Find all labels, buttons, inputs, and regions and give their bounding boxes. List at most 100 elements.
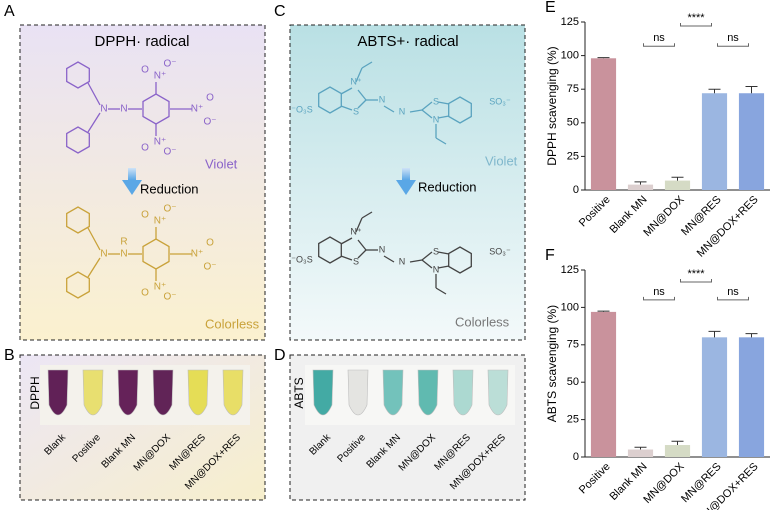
tube (47, 369, 69, 416)
atom-label: SO₃⁻ (489, 96, 511, 106)
atom-label: N (100, 249, 107, 260)
bond (361, 211, 373, 219)
tube (417, 369, 439, 416)
significance-bracket (717, 296, 749, 301)
arrow-label: Reduction (140, 181, 199, 196)
panel-title: ABTS+· radical (357, 33, 458, 50)
atom-label: O⁻ (203, 117, 216, 128)
bar (590, 311, 617, 457)
bond (383, 255, 395, 263)
atom-label: N (433, 114, 440, 124)
y-tick-label: 25 (567, 150, 579, 162)
atom-label: O⁻ (163, 292, 176, 303)
y-tick-label: 125 (561, 16, 579, 28)
y-tick-label: 50 (567, 117, 579, 129)
panel-label: A (4, 3, 15, 20)
x-tick-label: Positive (577, 461, 613, 497)
atom-label: N⁺ (154, 71, 167, 82)
bar (664, 180, 691, 190)
panel-label: C (274, 3, 286, 20)
bond (421, 101, 433, 111)
significance-bracket (680, 23, 712, 27)
arrow (402, 168, 410, 180)
error-bar (597, 57, 610, 59)
panel-label: F (545, 247, 555, 264)
tube (187, 369, 209, 416)
ring (66, 61, 90, 89)
bond (357, 99, 367, 109)
atom-label: O (141, 210, 149, 221)
bond (437, 115, 450, 119)
atom-label: ⁻O₃S (291, 104, 312, 114)
atom-label: O⁻ (163, 147, 176, 158)
bond (87, 112, 101, 133)
bond (340, 87, 353, 95)
bond (357, 239, 367, 251)
photo (305, 365, 515, 425)
error-bar (597, 310, 610, 312)
bond (409, 109, 423, 113)
significance-bracket (643, 43, 675, 47)
atom-label: N (120, 104, 127, 115)
atom-label: N⁺ (350, 226, 361, 236)
tube (222, 369, 244, 416)
y-tick-label: 75 (567, 83, 579, 95)
atom-label: N⁺ (154, 216, 167, 227)
y-tick-label: 100 (561, 50, 579, 62)
bond (421, 259, 433, 269)
atom-label: R (120, 237, 127, 248)
y-tick-label: 100 (561, 301, 579, 313)
atom-label: N⁺ (191, 104, 204, 115)
atom-label: N⁺ (154, 137, 167, 148)
bond (421, 109, 433, 119)
bond (357, 89, 367, 101)
color-note: Colorless (205, 316, 260, 331)
significance-label: **** (687, 12, 705, 24)
bar (701, 337, 728, 457)
panel-label: D (274, 347, 286, 364)
bar (664, 445, 691, 457)
panel-label: E (545, 0, 556, 16)
x-tick-label: MN@DOX (641, 460, 687, 506)
bond (421, 251, 433, 261)
atom-label: O (141, 65, 149, 76)
y-axis-label: DPPH scavenging (%) (545, 46, 559, 165)
bond (355, 67, 363, 83)
panel-label: B (4, 347, 15, 364)
atom-label: S (433, 96, 439, 106)
ring (66, 271, 90, 299)
atom-label: N⁺ (191, 249, 204, 260)
atom-label: O⁻ (163, 204, 176, 215)
error-bar (708, 330, 721, 338)
y-tick-label: 25 (567, 414, 579, 426)
atom-label: O (141, 288, 149, 299)
atom-label: SO₃⁻ (489, 246, 511, 256)
atom-label: N (399, 256, 406, 266)
error-bar (745, 333, 758, 338)
bond (340, 255, 353, 261)
y-tick-label: 0 (573, 184, 579, 196)
bar (627, 184, 654, 190)
y-tick-label: 125 (561, 264, 579, 276)
bond (437, 101, 450, 105)
atom-label: N (399, 106, 406, 116)
bond (435, 137, 447, 145)
bond (409, 259, 423, 263)
bond (340, 105, 353, 111)
atom-label: S (353, 106, 359, 116)
arrow (128, 168, 136, 180)
significance-label: **** (687, 268, 705, 280)
bond (355, 217, 363, 233)
significance-bracket (643, 296, 675, 301)
reagent-label: DPPH (28, 376, 42, 409)
panel-title: DPPH· radical (94, 33, 189, 50)
color-note: Violet (205, 156, 238, 171)
error-bar (745, 86, 758, 94)
bond (435, 287, 447, 295)
bond (357, 249, 367, 259)
error-bar (708, 88, 721, 94)
bar (701, 93, 728, 190)
x-tick-label: MN@DOX (641, 193, 687, 239)
panel-frame (19, 24, 266, 341)
ring (66, 126, 90, 154)
